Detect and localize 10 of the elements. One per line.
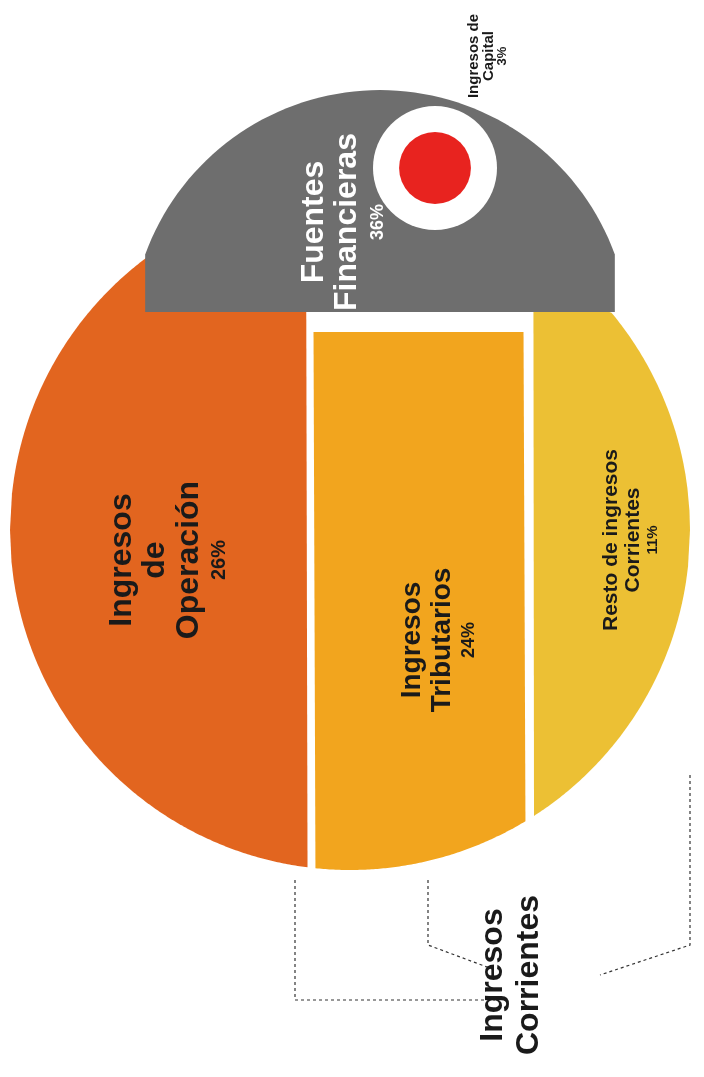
data-label: 11% <box>643 525 661 555</box>
data-label: 36% <box>367 203 388 241</box>
category-label: Resto de ingresos Corrientes <box>598 448 644 632</box>
category-label: Ingresos Tributarios <box>395 567 456 713</box>
data-label: 26% <box>207 539 230 581</box>
category-label: Ingresos de Capital <box>463 13 497 99</box>
text: Ingresos Corrientes <box>473 894 545 1056</box>
category-label: Fuentes Financieras <box>293 133 364 311</box>
category-label: Ingresos de Operación <box>101 480 205 640</box>
data-label: 24% <box>457 621 478 659</box>
